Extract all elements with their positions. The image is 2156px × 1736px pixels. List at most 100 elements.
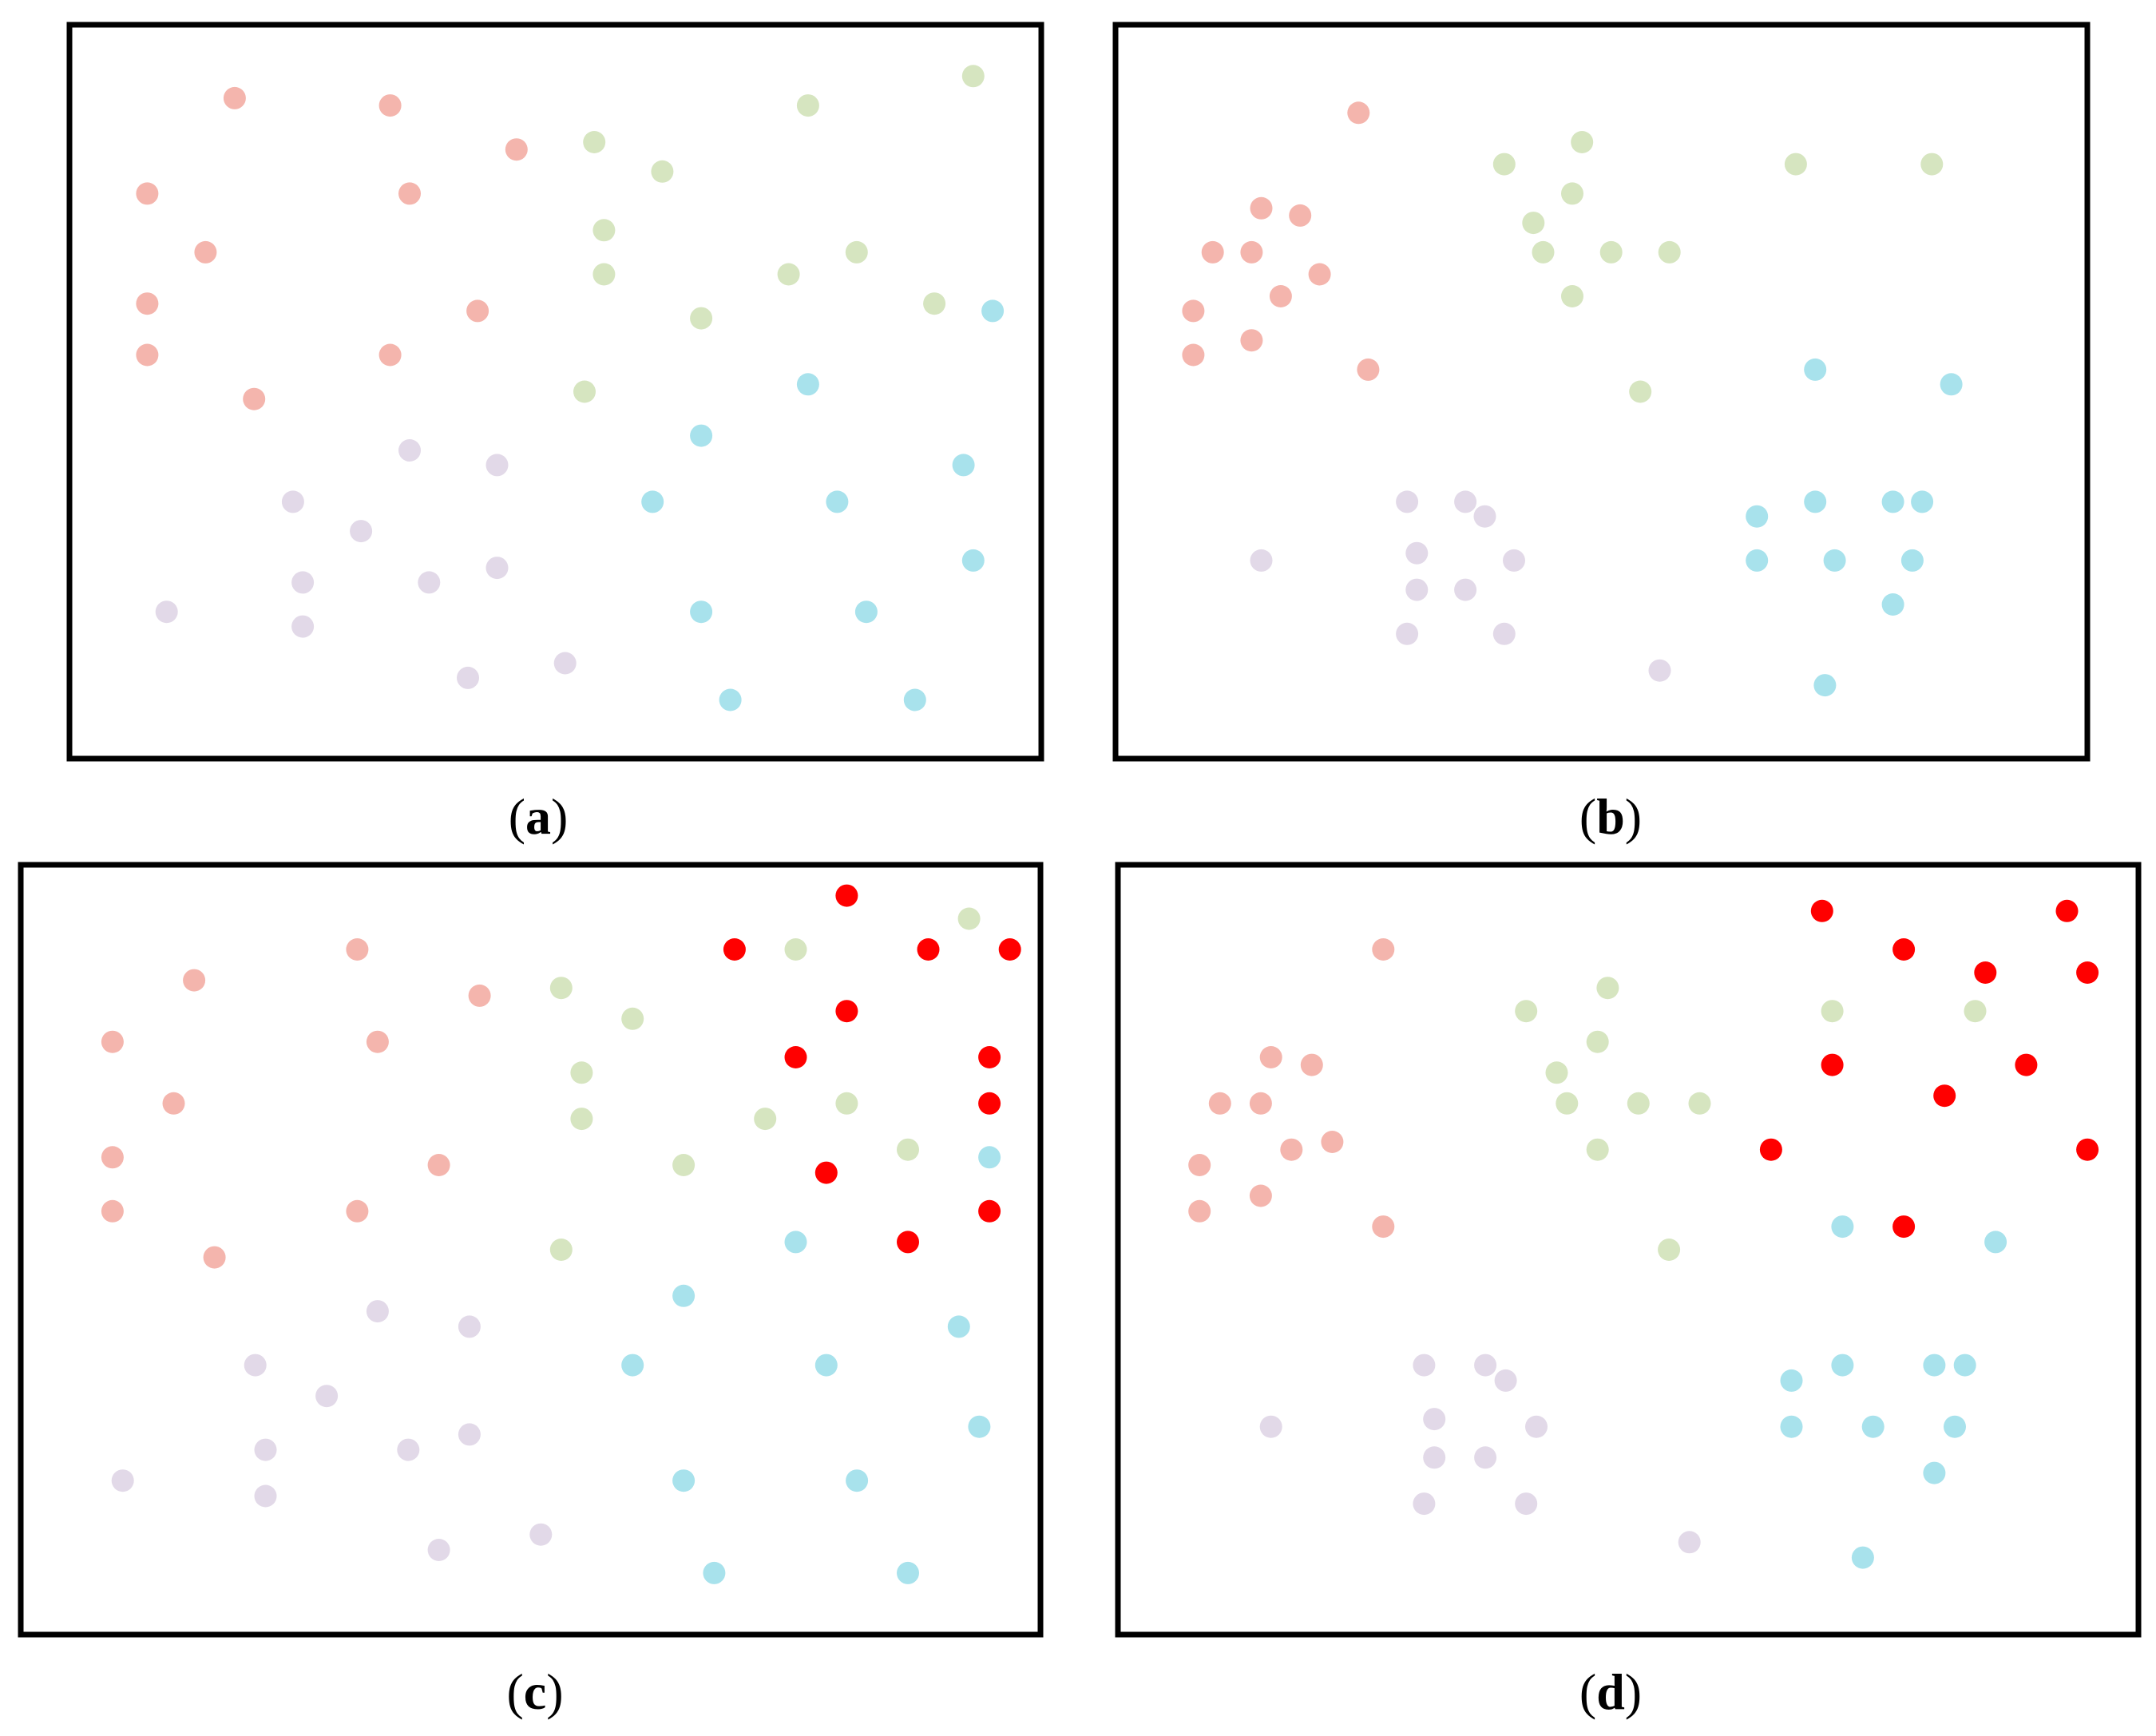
point-d-purple-6 — [1423, 1446, 1446, 1469]
point-d-purple-9 — [1515, 1492, 1538, 1516]
point-c-green-2 — [784, 938, 807, 961]
point-a-green-9 — [690, 307, 713, 330]
point-c-cyan-9 — [703, 1561, 726, 1584]
point-a-green-6 — [593, 263, 616, 286]
point-d-red-9 — [1188, 1199, 1211, 1223]
point-d-purple-7 — [1474, 1446, 1497, 1469]
point-a-cyan-7 — [690, 600, 713, 624]
point-c-cyan-5 — [814, 1354, 838, 1377]
point-b-green-6 — [1658, 240, 1681, 264]
point-d-green-6 — [1688, 1092, 1711, 1115]
panel-d: (d) — [1115, 862, 2142, 1720]
point-b-purple-2 — [1473, 505, 1496, 528]
point-c-cyan-3 — [947, 1315, 970, 1338]
point-d-cyan-3 — [1831, 1354, 1854, 1377]
panel-d-points — [1188, 899, 2099, 1569]
point-c-purple-7 — [111, 1469, 134, 1492]
point-c-red-4 — [366, 1030, 389, 1053]
point-d-highlight-1 — [1892, 938, 1916, 961]
point-d-cyan-5 — [1953, 1354, 1976, 1377]
point-d-green-2 — [1586, 1030, 1609, 1053]
point-d-green-3 — [1545, 1061, 1568, 1084]
point-a-green-10 — [573, 380, 596, 403]
panel-a-frame — [66, 22, 1044, 762]
panel-b-frame — [1112, 22, 2091, 762]
point-d-highlight-5 — [1821, 1053, 1844, 1076]
point-d-purple-0 — [1413, 1354, 1436, 1377]
point-c-red-1 — [346, 938, 369, 961]
point-c-highlight-0 — [835, 884, 858, 907]
point-c-cyan-2 — [672, 1284, 696, 1307]
point-c-purple-10 — [529, 1523, 553, 1546]
point-a-red-3 — [136, 182, 159, 205]
point-c-red-5 — [162, 1092, 185, 1115]
point-d-red-7 — [1188, 1154, 1211, 1176]
point-b-red-10 — [1357, 358, 1380, 381]
point-d-green-0 — [1596, 977, 1619, 1000]
point-b-cyan-4 — [1881, 490, 1904, 513]
point-b-green-4 — [1532, 240, 1555, 264]
point-a-green-4 — [593, 219, 616, 242]
point-d-highlight-2 — [2055, 899, 2079, 922]
point-a-red-10 — [243, 387, 266, 410]
point-b-cyan-10 — [1813, 674, 1837, 697]
point-a-red-9 — [136, 343, 159, 367]
point-c-highlight-8 — [814, 1161, 838, 1184]
panel-d-caption: (d) — [1579, 1663, 1642, 1720]
point-c-green-10 — [549, 1239, 573, 1261]
point-c-red-2 — [468, 984, 491, 1007]
point-a-red-1 — [378, 94, 402, 117]
point-c-cyan-0 — [978, 1146, 1001, 1169]
panel-d-frame — [1115, 862, 2142, 1638]
point-b-purple-1 — [1454, 490, 1477, 513]
point-c-green-7 — [754, 1108, 777, 1131]
point-d-red-2 — [1300, 1053, 1323, 1076]
point-b-green-7 — [1784, 153, 1807, 176]
point-c-cyan-4 — [621, 1354, 644, 1377]
point-c-highlight-1 — [723, 938, 746, 961]
point-c-green-1 — [621, 1007, 644, 1030]
point-d-red-4 — [1249, 1092, 1272, 1115]
point-a-purple-1 — [485, 454, 509, 477]
point-d-red-0 — [1372, 938, 1395, 961]
point-c-highlight-6 — [978, 1046, 1001, 1068]
point-d-highlight-3 — [1974, 961, 1997, 984]
point-c-cyan-7 — [672, 1469, 696, 1492]
point-c-green-0 — [549, 977, 573, 1000]
point-a-cyan-0 — [981, 299, 1005, 323]
point-d-highlight-7 — [2015, 1053, 2038, 1076]
point-b-purple-8 — [1396, 622, 1419, 645]
panel-b-caption: (b) — [1579, 788, 1642, 845]
point-b-cyan-7 — [1823, 549, 1846, 572]
panel-d-label: d — [1596, 1663, 1625, 1720]
panel-b: (b) — [1112, 22, 2091, 845]
point-d-red-1 — [1259, 1046, 1282, 1068]
point-a-red-7 — [136, 292, 159, 315]
point-a-red-0 — [223, 86, 246, 109]
point-b-cyan-2 — [1746, 505, 1769, 528]
point-b-cyan-3 — [1804, 490, 1827, 513]
point-a-green-2 — [796, 94, 819, 117]
point-b-cyan-8 — [1900, 549, 1924, 572]
point-c-red-9 — [101, 1199, 124, 1223]
point-b-green-0 — [1571, 131, 1594, 153]
panel-c: (c) — [18, 862, 1044, 1720]
point-b-red-4 — [1240, 240, 1263, 264]
point-a-cyan-6 — [961, 549, 985, 572]
point-d-cyan-9 — [1923, 1461, 1946, 1484]
point-b-red-3 — [1201, 240, 1224, 264]
point-d-purple-1 — [1474, 1354, 1497, 1377]
panel-c-caption: (c) — [506, 1663, 563, 1720]
point-c-green-9 — [672, 1154, 696, 1176]
point-d-cyan-2 — [1780, 1369, 1803, 1392]
point-a-red-4 — [398, 182, 421, 205]
point-b-green-10 — [1629, 380, 1652, 403]
point-d-purple-5 — [1525, 1415, 1548, 1438]
point-a-purple-10 — [553, 652, 577, 675]
point-a-cyan-9 — [719, 688, 742, 711]
point-c-red-8 — [346, 1199, 369, 1223]
point-b-red-5 — [1308, 263, 1331, 286]
point-b-purple-3 — [1405, 541, 1429, 565]
point-a-cyan-5 — [826, 490, 849, 513]
